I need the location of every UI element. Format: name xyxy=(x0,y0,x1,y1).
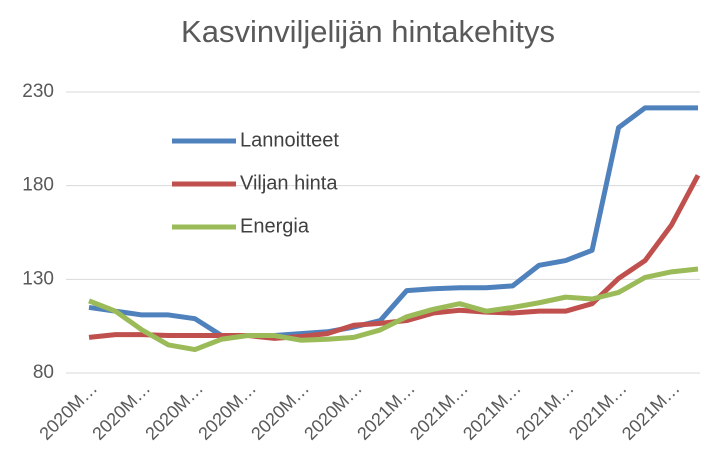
x-tick-label: 2021M… xyxy=(618,378,684,444)
series-line xyxy=(88,266,699,353)
legend-item: Lannoitteet xyxy=(172,129,339,151)
legend-item: Viljan hinta xyxy=(172,172,338,194)
y-tick-label: 80 xyxy=(33,362,54,383)
legend-label: Lannoitteet xyxy=(240,129,339,151)
legend-label: Energia xyxy=(240,215,310,237)
legend-item: Energia xyxy=(172,215,310,237)
chart-title: Kasvinviljelijän hintakehitys xyxy=(181,14,555,49)
series-line xyxy=(88,174,701,341)
y-tick-label: 180 xyxy=(22,175,54,196)
series-line xyxy=(88,105,698,339)
legend-label: Viljan hinta xyxy=(240,172,338,194)
y-tick-label: 130 xyxy=(22,268,54,289)
y-tick-label: 230 xyxy=(22,81,54,102)
